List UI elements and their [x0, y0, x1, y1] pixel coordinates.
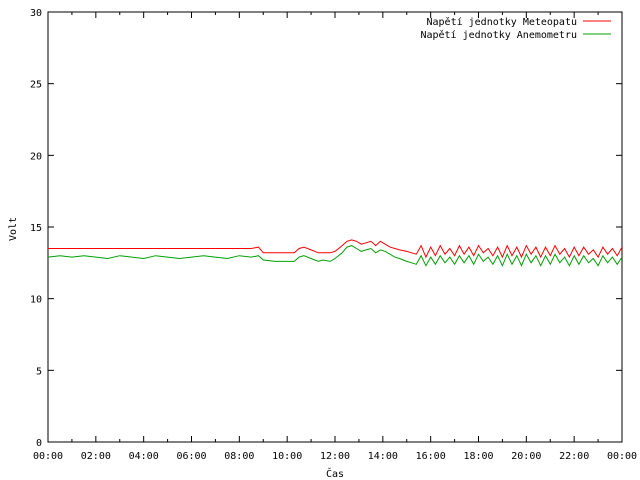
legend-label-2: Napětí jednotky Anemometru: [420, 29, 577, 41]
x-tick-label: 00:00: [607, 451, 637, 462]
x-tick-label: 00:00: [33, 451, 63, 462]
y-axis: 0 5 10 15 20 25 30: [30, 8, 622, 449]
x-tick-label: 22:00: [559, 451, 589, 462]
y-tick-label: 5: [36, 366, 42, 377]
plot-area: [47, 11, 623, 443]
x-tick-label: 04:00: [129, 451, 159, 462]
y-tick-label: 20: [30, 151, 42, 162]
series-line-2: [47, 245, 623, 267]
series-layer: [47, 239, 623, 267]
x-axis: 00:00 02:00 04:00 06:00 08:00 10:00 12:00 14:00…: [33, 12, 637, 462]
x-tick-label: 16:00: [416, 451, 446, 462]
x-tick-label: 20:00: [511, 451, 541, 462]
x-tick-label: 02:00: [81, 451, 111, 462]
x-tick-label: 14:00: [368, 451, 398, 462]
x-tick-label: 06:00: [176, 451, 206, 462]
x-tick-label: 10:00: [272, 451, 302, 462]
y-tick-label: 0: [36, 438, 42, 449]
x-axis-label: Čas: [326, 467, 344, 480]
y-tick-label: 30: [30, 8, 42, 19]
series-line-1: [48, 239, 623, 259]
x-tick-label: 18:00: [463, 451, 493, 462]
legend-label-1: Napětí jednotky Meteopatu: [426, 16, 577, 28]
y-tick-label: 10: [30, 295, 42, 306]
x-tick-label: 12:00: [320, 451, 350, 462]
y-axis-label: Volt: [8, 217, 19, 241]
y-tick-label: 25: [30, 80, 42, 91]
x-tick-label: 08:00: [224, 451, 254, 462]
y-tick-label: 15: [30, 223, 42, 234]
